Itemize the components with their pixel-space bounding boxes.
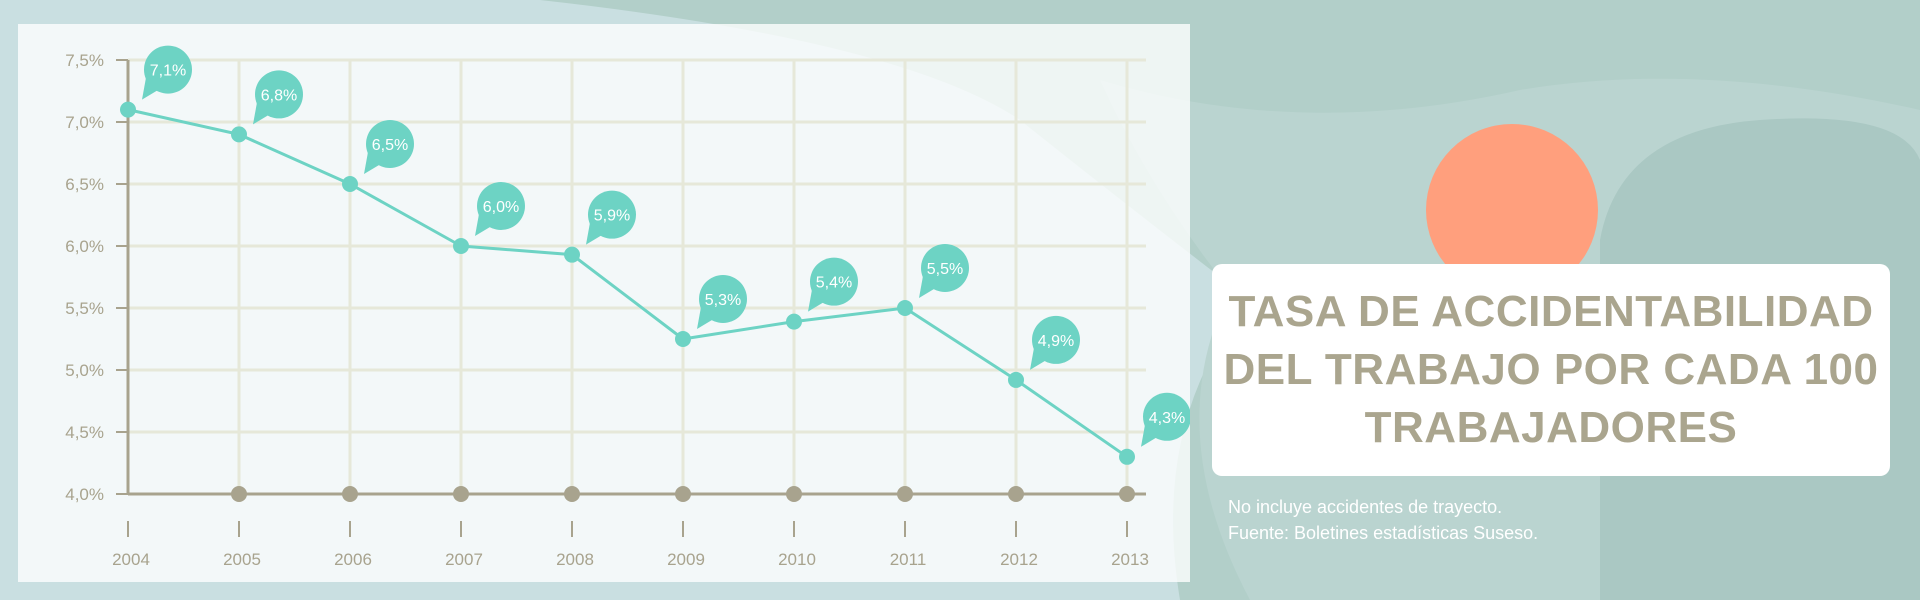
- x-tick-label: 2012: [1000, 550, 1038, 569]
- data-label: 5,5%: [927, 261, 963, 278]
- baseline-marker: [1119, 486, 1135, 502]
- baseline-marker: [564, 486, 580, 502]
- baseline-marker: [675, 486, 691, 502]
- axes: [116, 59, 1146, 537]
- data-label-bubble: 6,8%: [253, 70, 303, 125]
- bubble-body: [699, 275, 747, 323]
- bubble-body: [477, 182, 525, 230]
- x-tick-labels: 2004 2005 2006 2007 2008 2009 2010 2011 2012 2013: [112, 550, 1149, 569]
- baseline-marker: [453, 486, 469, 502]
- bubble-body: [144, 45, 192, 94]
- y-tick-label: 6,0%: [65, 237, 104, 256]
- baseline-markers: [231, 486, 1135, 502]
- data-label: 7,1%: [150, 63, 186, 80]
- y-tick-labels: 4,0% 4,5% 5,0% 5,5% 6,0% 6,5% 7,0% 7,5%: [65, 51, 104, 504]
- chart-panel: 4,0% 4,5% 5,0% 5,5% 6,0% 6,5% 7,0% 7,5% 2004 200…: [18, 24, 1190, 582]
- bubble-tail: [586, 222, 606, 245]
- y-tick-label: 5,5%: [65, 299, 104, 318]
- note-source: Fuente: Boletines estadísticas Suseso.: [1228, 523, 1539, 543]
- y-tick-label: 4,0%: [65, 485, 104, 504]
- bubble-body: [1032, 315, 1080, 364]
- sun-decoration: [1426, 124, 1598, 296]
- bubble-body: [588, 190, 636, 239]
- data-label-bubble: 4,9%: [1030, 315, 1080, 370]
- data-label: 5,3%: [705, 292, 741, 309]
- x-tick-label: 2004: [112, 550, 150, 569]
- data-label-bubbles: 7,1% 6,8% 6,5% 6,0% 5,9% 5,3% 5,4% 5,5% 4,9% 4,3%: [142, 45, 1190, 447]
- data-label: 4,9%: [1038, 333, 1074, 350]
- data-point: [564, 246, 580, 263]
- series-polyline: [127, 108, 1128, 459]
- data-point: [786, 313, 802, 330]
- bubble-tail: [919, 276, 939, 298]
- x-tick-label: 2009: [667, 550, 705, 569]
- data-label-bubble: 5,3%: [697, 275, 747, 329]
- line-chart: 4,0%4,5%5,0%5,5%6,0%6,5%7,0%7,5% 2004 200…: [65, 45, 1190, 569]
- bubble-tail: [475, 214, 495, 236]
- bubble-tail: [808, 289, 828, 312]
- baseline-marker: [231, 486, 247, 502]
- x-tick-label: 2010: [778, 550, 816, 569]
- chart-title: TASA DE ACCIDENTABILIDAD DEL TRABAJO POR…: [1223, 287, 1879, 452]
- y-tick-label: 7,5%: [65, 51, 104, 70]
- data-point: [120, 101, 136, 118]
- note-exclusion: No incluye accidentes de trayecto.: [1228, 497, 1503, 517]
- data-label: 6,8%: [261, 87, 297, 104]
- baseline-marker: [1008, 486, 1024, 502]
- y-tick-label: 7,0%: [65, 113, 104, 132]
- data-point: [897, 300, 913, 316]
- data-label: 5,4%: [816, 275, 852, 292]
- baseline-marker: [342, 486, 358, 502]
- data-label-bubble: 5,4%: [808, 257, 858, 312]
- data-label-bubble: 5,5%: [919, 244, 969, 298]
- data-label: 5,9%: [594, 208, 630, 225]
- data-label-bubble: 6,0%: [475, 182, 525, 236]
- y-tick-label: 4,5%: [65, 423, 104, 442]
- bubble-body: [366, 120, 414, 168]
- bubble-body: [1143, 392, 1190, 441]
- data-point: [231, 126, 247, 143]
- bubble-body: [255, 70, 303, 119]
- x-tick-label: 2013: [1111, 550, 1149, 569]
- data-point: [675, 331, 691, 347]
- data-label-bubble: 6,5%: [364, 120, 414, 174]
- data-point: [453, 238, 469, 254]
- x-tick-label: 2006: [334, 550, 372, 569]
- series-line: [120, 101, 1135, 465]
- data-label: 4,3%: [1149, 410, 1185, 427]
- y-tick-label: 5,0%: [65, 361, 104, 380]
- data-label: 6,0%: [483, 199, 519, 216]
- x-tick-label: 2005: [223, 550, 261, 569]
- grid-lines: [128, 58, 1146, 494]
- baseline-marker: [786, 486, 802, 502]
- x-tick-label: 2007: [445, 550, 483, 569]
- bubble-tail: [142, 77, 162, 100]
- data-label: 6,5%: [372, 137, 408, 154]
- data-point: [1119, 448, 1135, 465]
- x-tick-label: 2011: [890, 550, 927, 569]
- y-tick-label: 6,5%: [65, 175, 104, 194]
- data-point: [1008, 371, 1024, 388]
- data-label-bubble: 4,3%: [1141, 392, 1190, 447]
- bubble-tail: [364, 152, 384, 174]
- baseline-marker: [897, 486, 913, 502]
- bubble-tail: [1141, 424, 1161, 447]
- bubble-body: [921, 244, 969, 292]
- data-label-bubble: 7,1%: [142, 45, 192, 100]
- bubble-tail: [253, 102, 273, 125]
- title-card: TASA DE ACCIDENTABILIDAD DEL TRABAJO POR…: [1212, 264, 1890, 476]
- chart-notes: No incluye accidentes de trayecto. Fuent…: [1228, 494, 1888, 546]
- bubble-tail: [1030, 347, 1050, 370]
- data-label-bubble: 5,9%: [586, 190, 636, 245]
- bubble-tail: [697, 307, 717, 329]
- bubble-body: [810, 257, 858, 306]
- data-point: [342, 176, 358, 192]
- x-tick-label: 2008: [556, 550, 594, 569]
